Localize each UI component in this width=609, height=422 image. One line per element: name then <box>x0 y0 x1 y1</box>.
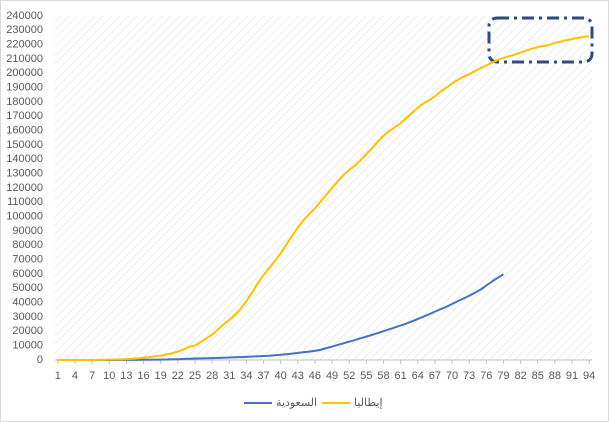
x-tick-label: 43 <box>292 370 304 382</box>
series-line <box>57 35 590 361</box>
x-tick-label: 52 <box>343 370 355 382</box>
x-tick-label: 82 <box>514 370 526 382</box>
y-tick-label: 110000 <box>7 196 43 208</box>
y-tick-label: 30000 <box>12 311 43 323</box>
y-tick-label: 60000 <box>12 268 43 280</box>
x-tick-label: 16 <box>137 370 149 382</box>
y-tick-label: 240000 <box>6 10 43 22</box>
y-tick-label: 90000 <box>12 225 43 237</box>
x-tick-label: 22 <box>172 370 184 382</box>
y-tick-label: 0 <box>37 354 43 366</box>
y-tick-label: 180000 <box>6 96 43 108</box>
x-tick-label: 46 <box>309 370 321 382</box>
x-tick-label: 79 <box>497 370 509 382</box>
y-tick-label: 50000 <box>12 282 43 294</box>
y-tick-label: 100000 <box>6 211 43 223</box>
x-tick-label: 31 <box>223 370 235 382</box>
x-tick-label: 19 <box>155 370 167 382</box>
y-tick-label: 210000 <box>6 53 43 65</box>
x-tick-label: 28 <box>206 370 218 382</box>
legend-label: إيطاليا <box>354 397 383 409</box>
x-tick-label: 70 <box>446 370 458 382</box>
y-tick-label: 70000 <box>12 254 43 266</box>
x-tick-label: 34 <box>240 370 252 382</box>
y-tick-label: 220000 <box>6 39 43 51</box>
y-tick-label: 40000 <box>12 297 43 309</box>
x-tick-label: 91 <box>566 370 578 382</box>
x-tick-label: 85 <box>532 370 544 382</box>
x-tick-label: 25 <box>189 370 201 382</box>
highlight-box <box>487 16 594 64</box>
x-tick-label: 7 <box>89 370 95 382</box>
y-tick-label: 140000 <box>6 153 43 165</box>
x-tick-label: 64 <box>412 370 424 382</box>
y-tick-label: 80000 <box>12 239 43 251</box>
x-tick-label: 67 <box>429 370 441 382</box>
y-tick-label: 120000 <box>6 182 43 194</box>
x-tick-label: 4 <box>72 370 78 382</box>
y-tick-label: 230000 <box>6 24 43 36</box>
x-tick-label: 55 <box>360 370 372 382</box>
x-tick-label: 61 <box>394 370 406 382</box>
x-tick-label: 88 <box>549 370 561 382</box>
x-tick-label: 58 <box>377 370 389 382</box>
y-tick-label: 170000 <box>6 110 43 122</box>
y-tick-label: 10000 <box>12 340 43 352</box>
x-tick-label: 1 <box>55 370 61 382</box>
series-line <box>57 273 504 361</box>
y-tick-label: 130000 <box>6 168 43 180</box>
x-tick-label: 76 <box>480 370 492 382</box>
x-tick-label: 40 <box>275 370 287 382</box>
x-tick-label: 94 <box>583 370 595 382</box>
y-tick-label: 150000 <box>6 139 43 151</box>
y-tick-label: 20000 <box>12 325 43 337</box>
plot-area <box>55 16 592 360</box>
x-tick-label: 13 <box>120 370 132 382</box>
x-tick-label: 10 <box>103 370 115 382</box>
x-tick-label: 37 <box>257 370 269 382</box>
legend-label: السعودية <box>276 397 317 409</box>
x-tick-label: 73 <box>463 370 475 382</box>
y-tick-label: 160000 <box>6 125 43 137</box>
x-tick-label: 49 <box>326 370 338 382</box>
y-tick-label: 200000 <box>6 67 43 79</box>
y-tick-label: 190000 <box>6 82 43 94</box>
